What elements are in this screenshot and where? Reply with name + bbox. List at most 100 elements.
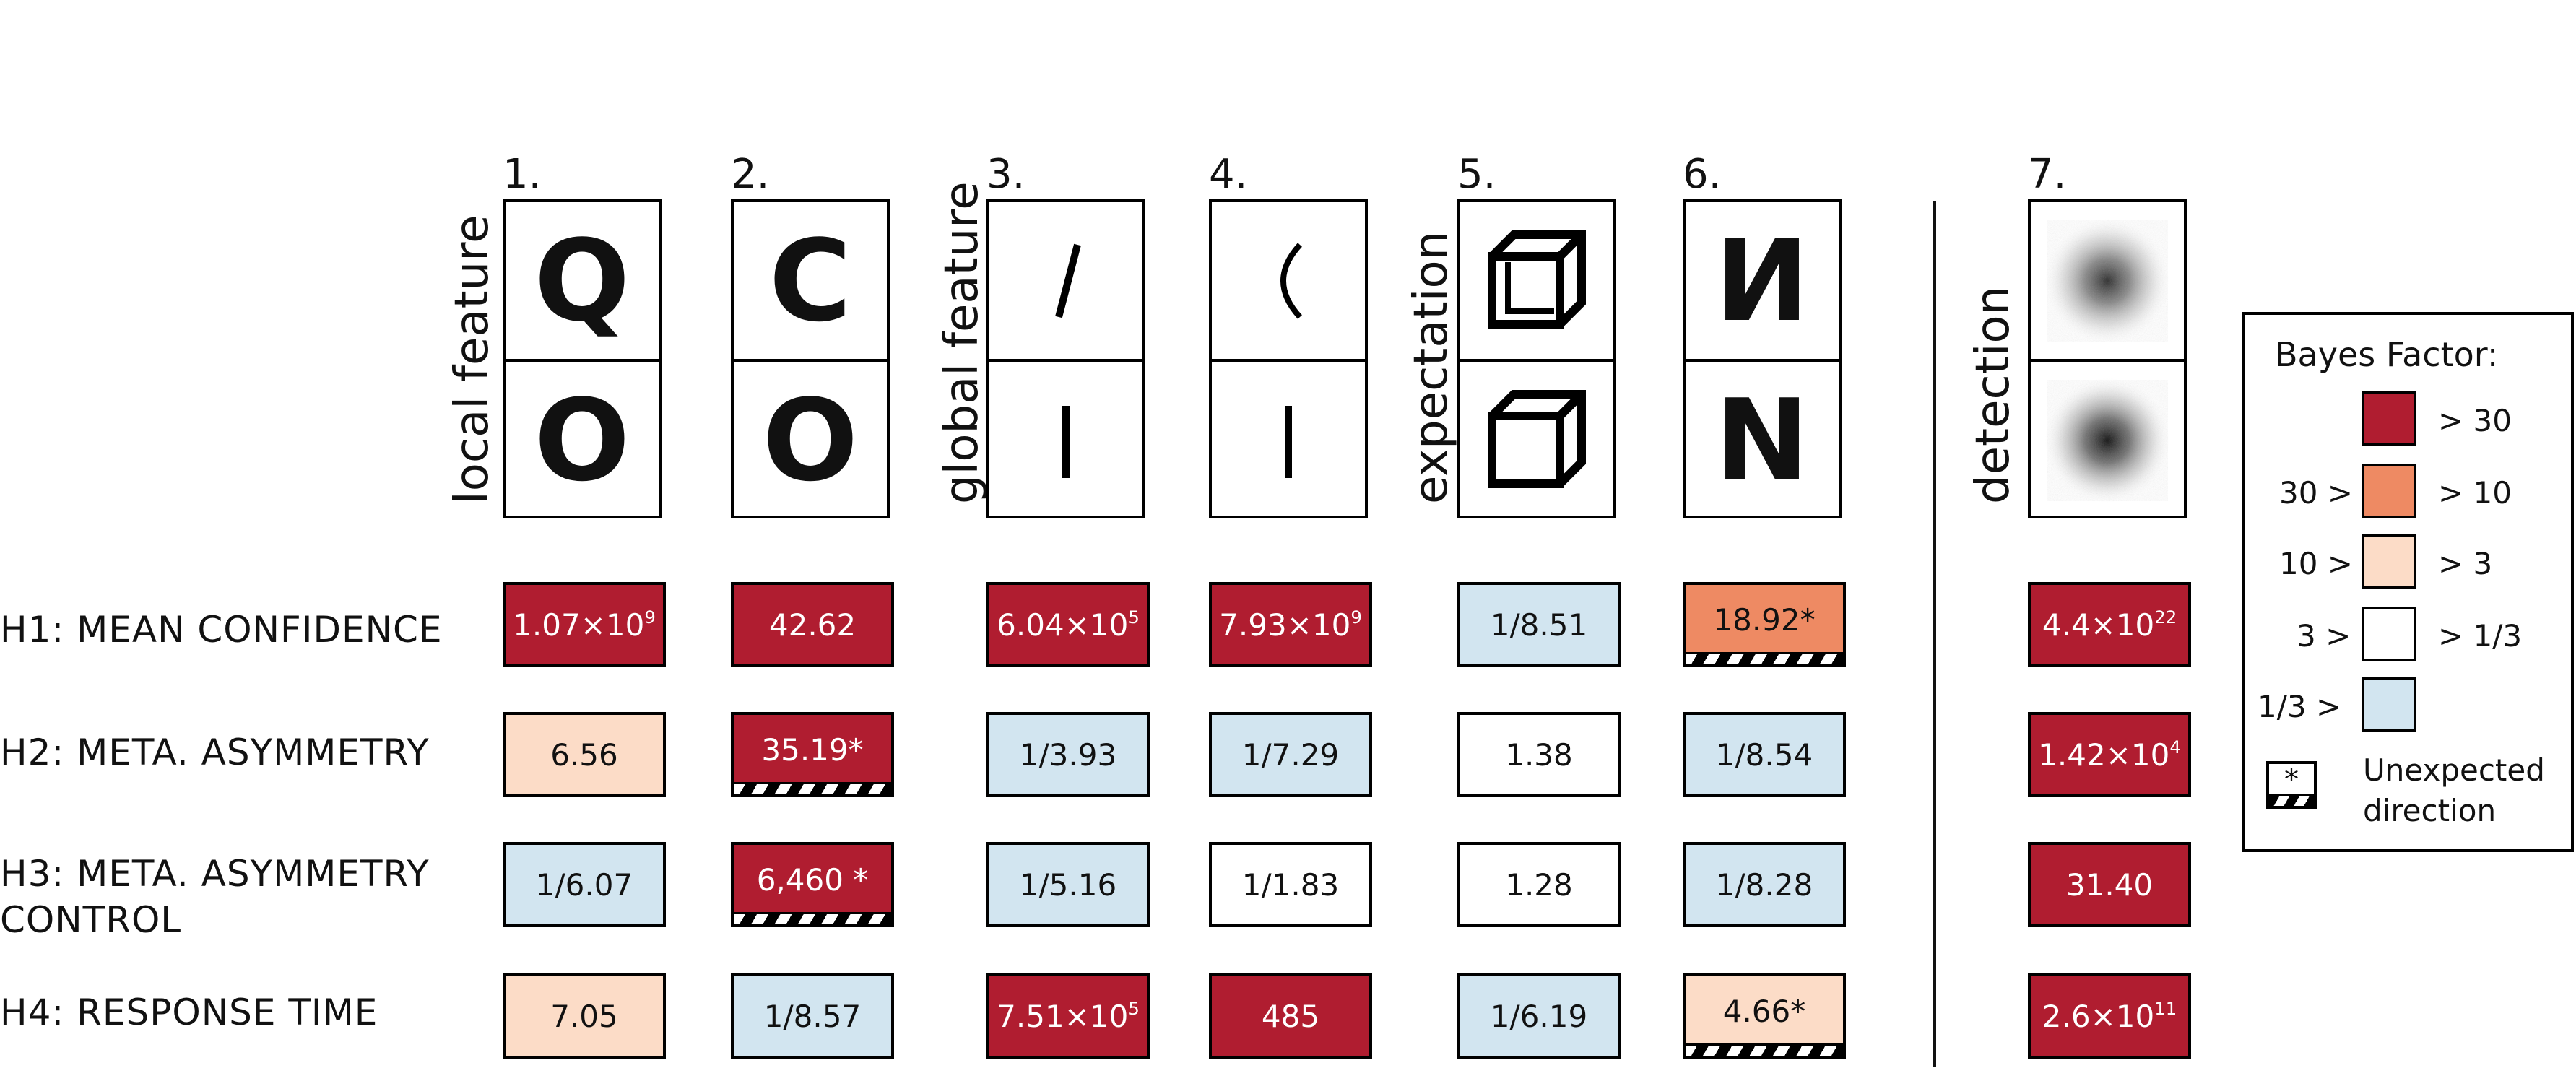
bayes-factor-base: 4.66: [1722, 993, 1791, 1029]
bayes-factor-base: 6.04×10: [997, 607, 1129, 643]
bayes-factor-exponent: 9: [644, 606, 656, 628]
column-number-6: 6.: [1683, 151, 1722, 198]
stimulus-panel-6: И N: [1683, 199, 1842, 518]
legend-title: Bayes Factor:: [2275, 335, 2499, 374]
bayes-factor-base: 7.93×10: [1219, 607, 1351, 643]
bayes-factor-cell: 1/6.07: [503, 842, 666, 927]
bayes-factor-value: 1/3.93: [1020, 737, 1116, 773]
legend-left-label: 30 >: [2279, 475, 2353, 511]
group-label-expectation: expectation: [1405, 230, 1458, 504]
stimulus-panel-2: C O: [731, 199, 890, 518]
bayes-factor-cell: 2.6×1011: [2028, 973, 2191, 1059]
column-number-4: 4.: [1209, 151, 1248, 198]
bayes-factor-cell: 7.05: [503, 973, 666, 1059]
legend-swatch-gt30: [2362, 391, 2416, 446]
bayes-factor-base: 1.07×10: [513, 607, 645, 643]
bayes-factor-exponent: 5: [1128, 997, 1140, 1019]
stimulus-letter-q: Q: [534, 215, 630, 347]
bayes-factor-cell: 1.28: [1457, 842, 1621, 927]
bayes-factor-base: 4.4×10: [2042, 607, 2155, 643]
bayes-factor-value: 35.19*: [761, 732, 863, 768]
bayes-factor-cell: 31.40: [2028, 842, 2191, 927]
noise-blob-icon: [2044, 377, 2171, 504]
bayes-factor-value: 7.93×109: [1219, 607, 1362, 643]
unexpected-direction-star: *: [1790, 993, 1806, 1029]
bayes-factor-cell: 1/5.16: [986, 842, 1150, 927]
bayes-factor-cell: 1.42×104: [2028, 712, 2191, 797]
legend-unexpected-star: *: [2284, 763, 2299, 796]
bayes-factor-base: 1/3.93: [1019, 737, 1117, 773]
bayes-factor-value: 1.28: [1505, 867, 1573, 903]
vertical-stroke-icon: [1062, 406, 1070, 478]
stimulus-letter-reversed-n: И: [1714, 215, 1810, 347]
bayes-factor-exponent: 22: [2154, 606, 2177, 628]
unexpected-direction-star: *: [1800, 602, 1816, 638]
bayes-factor-value: 1/8.28: [1716, 867, 1813, 903]
bayes-factor-base: 7.51×10: [997, 998, 1129, 1034]
bayes-factor-cell: 1/8.28: [1683, 842, 1846, 927]
bayes-factor-base: 35.19: [761, 731, 849, 768]
bayes-factor-cell: 6.04×105: [986, 582, 1150, 667]
legend-unexpected-label: Unexpected: [2363, 752, 2545, 788]
bayes-factor-cell: 1/8.57: [731, 973, 894, 1059]
stimulus-panel-5: [1457, 199, 1616, 518]
legend-swatch-3-10: [2362, 534, 2416, 589]
row-label-h4: H4: RESPONSE TIME: [0, 991, 378, 1033]
bayes-factor-value: 1/7.29: [1242, 737, 1339, 773]
bayes-factor-base: 1/6.19: [1490, 998, 1588, 1034]
legend-unexpected-label: direction: [2363, 793, 2497, 828]
row-label-h3: H3: META. ASYMMETRY: [0, 853, 430, 895]
bayes-factor-base: 1/1.83: [1241, 867, 1340, 903]
bayes-factor-base: 1.28: [1505, 867, 1573, 903]
bayes-factor-value: 7.51×105: [997, 999, 1140, 1034]
bayes-factor-base: 1/8.51: [1490, 607, 1588, 643]
bayes-factor-cell: 1/3.93: [986, 712, 1150, 797]
bayes-factor-base: 1/8.54: [1715, 737, 1813, 773]
bayes-factor-base: 1.38: [1505, 737, 1573, 773]
unexpected-direction-hatch: [1686, 652, 1843, 664]
bayes-factor-base: 6,460: [756, 861, 854, 898]
bayes-factor-cell: 1/8.51: [1457, 582, 1621, 667]
bayes-factor-value: 1.07×109: [513, 607, 656, 643]
stimulus-letter-o: O: [534, 375, 630, 506]
bayes-factor-exponent: 5: [1128, 606, 1140, 628]
bayes-factor-base: 1/7.29: [1241, 737, 1340, 773]
cube-icon: [1488, 390, 1586, 488]
column-number-5: 5.: [1457, 151, 1496, 198]
stimulus-letter-o: O: [762, 375, 859, 506]
bayes-factor-base: 1/8.57: [763, 998, 862, 1034]
bayes-factor-base: 2.6×10: [2042, 998, 2155, 1034]
noise-blob-icon: [2044, 217, 2171, 344]
legend-left-label: 1/3 >: [2258, 689, 2342, 724]
separator-line: [1933, 201, 1936, 1067]
legend-swatch-10-30: [2362, 464, 2416, 518]
bayes-factor-value: 18.92*: [1713, 602, 1815, 638]
bayes-factor-base: 485: [1261, 998, 1320, 1034]
bayes-factor-value: 4.66*: [1723, 994, 1806, 1029]
bayes-factor-cell: 4.4×1022: [2028, 582, 2191, 667]
legend: Bayes Factor: > 30 30 > > 10 10 > > 3 3 …: [2242, 312, 2574, 852]
stimulus-panel-1: Q O: [503, 199, 662, 518]
bayes-factor-base: 1.42×10: [2038, 737, 2170, 773]
column-number-2: 2.: [731, 151, 770, 198]
vertical-stroke-icon: [1285, 406, 1292, 478]
unexpected-direction-hatch: [734, 912, 891, 924]
row-label-h3-line2: CONTROL: [0, 899, 182, 941]
bayes-factor-cell: 4.66*: [1683, 973, 1846, 1059]
stimulus-panel-4: [1209, 199, 1368, 518]
bayes-factor-value: 1/6.19: [1491, 999, 1587, 1034]
bayes-factor-cell: 6,460 *: [731, 842, 894, 927]
curve-stroke-icon: [1280, 243, 1302, 319]
bayes-factor-cell: 1/1.83: [1209, 842, 1372, 927]
legend-swatch-lt-third: [2362, 677, 2416, 732]
bayes-factor-value: 485: [1262, 999, 1319, 1034]
bayes-factor-value: 1/1.83: [1242, 867, 1339, 903]
bayes-factor-cell: 1/6.19: [1457, 973, 1621, 1059]
bayes-factor-value: 1/6.07: [536, 867, 633, 903]
group-label-global-feature: global feature: [935, 181, 989, 504]
bayes-factor-value: 6.56: [550, 737, 618, 773]
group-label-detection: detection: [1966, 285, 2020, 504]
bayes-factor-value: 1.42×104: [2038, 737, 2181, 773]
bayes-factor-exponent: 11: [2154, 997, 2177, 1019]
